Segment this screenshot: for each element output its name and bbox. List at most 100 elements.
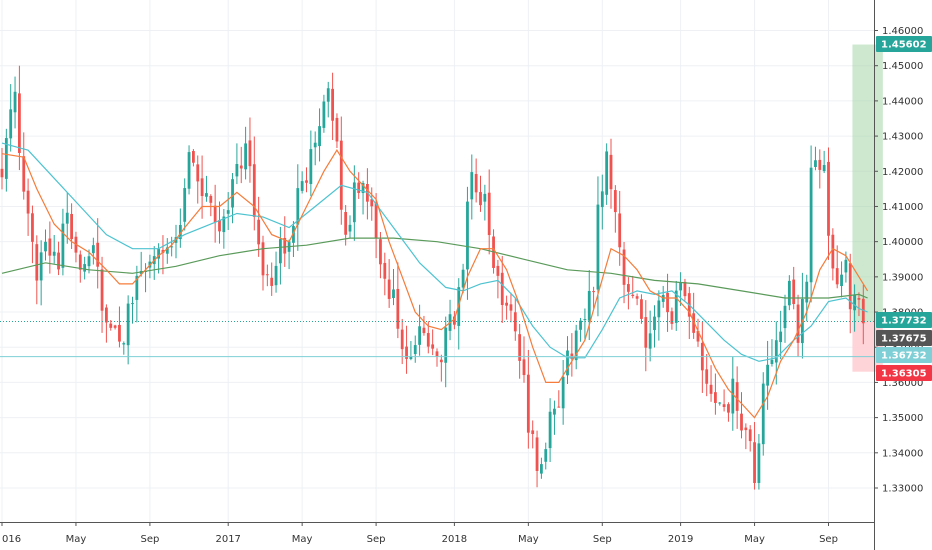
candle-body bbox=[170, 246, 174, 248]
x-tick-label: Sep bbox=[367, 534, 386, 545]
candle-body bbox=[479, 192, 482, 206]
candle-body bbox=[435, 351, 439, 357]
candle-body bbox=[470, 172, 474, 200]
candle-body bbox=[192, 151, 195, 163]
candle-body bbox=[300, 181, 304, 191]
candle-body bbox=[222, 216, 226, 233]
y-tick-label: 1.42000 bbox=[882, 167, 923, 178]
stop-zone bbox=[852, 321, 883, 372]
candle-body bbox=[400, 329, 404, 350]
candle-body bbox=[831, 234, 835, 269]
candle-body bbox=[26, 190, 30, 214]
candle-body bbox=[487, 192, 491, 236]
candle-body bbox=[474, 174, 478, 193]
ema-short-line bbox=[1, 149, 869, 419]
candle-body bbox=[522, 359, 526, 376]
price-badge bbox=[876, 312, 932, 328]
candle-body bbox=[627, 284, 630, 292]
moving-averages bbox=[1, 142, 869, 419]
price-badge bbox=[876, 365, 932, 381]
candle-body bbox=[827, 161, 830, 236]
candle-body bbox=[105, 307, 108, 323]
x-tick-label: May bbox=[518, 534, 539, 545]
y-tick-label: 1.33000 bbox=[882, 484, 923, 495]
candle-body bbox=[805, 281, 809, 303]
candle-body bbox=[861, 298, 865, 324]
y-tick-label: 1.40000 bbox=[882, 237, 923, 248]
candle-body bbox=[753, 442, 756, 483]
candle-body bbox=[757, 443, 761, 483]
candle-body bbox=[326, 88, 330, 102]
candle-body bbox=[513, 312, 517, 332]
candle-body bbox=[331, 88, 334, 121]
candle-body bbox=[274, 265, 278, 286]
candle-body bbox=[48, 238, 52, 256]
candle-body bbox=[631, 294, 635, 296]
x-tick-label: May bbox=[66, 534, 87, 545]
candle-body bbox=[640, 299, 643, 319]
candle-body bbox=[796, 304, 800, 343]
candle-body bbox=[505, 302, 508, 306]
candle-body bbox=[87, 256, 91, 267]
candle-body bbox=[566, 350, 569, 376]
candle-body bbox=[387, 279, 391, 299]
candle-body bbox=[818, 159, 822, 170]
x-tick-label: 016 bbox=[2, 534, 21, 545]
candle-body bbox=[692, 313, 696, 333]
candle-body bbox=[352, 182, 356, 223]
candle-body bbox=[792, 279, 796, 305]
x-tick-label: 2017 bbox=[215, 534, 240, 545]
y-tick-label: 1.45000 bbox=[882, 61, 923, 72]
candle-body bbox=[835, 268, 839, 285]
y-tick-label: 1.46000 bbox=[882, 26, 923, 37]
candle-body bbox=[361, 182, 365, 194]
candle-body bbox=[78, 254, 82, 270]
candle-body bbox=[35, 244, 39, 281]
candle-body bbox=[439, 359, 443, 363]
y-tick-label: 1.43000 bbox=[882, 132, 923, 143]
candle-body bbox=[196, 164, 200, 182]
candle-body bbox=[0, 168, 4, 178]
candle-body bbox=[574, 330, 578, 361]
candle-body bbox=[592, 291, 595, 293]
candle-body bbox=[4, 138, 8, 179]
candle-body bbox=[814, 160, 817, 167]
candle-body bbox=[109, 323, 113, 328]
candle-body bbox=[500, 272, 504, 306]
candle-body bbox=[348, 224, 352, 232]
candle-body bbox=[257, 219, 261, 245]
x-tick-label: Sep bbox=[140, 534, 159, 545]
y-tick-label: 1.44000 bbox=[882, 96, 923, 107]
candle-body bbox=[740, 413, 743, 431]
candle-body bbox=[235, 163, 239, 177]
candle-body bbox=[483, 193, 487, 202]
candle-body bbox=[540, 464, 543, 474]
x-tick-label: Sep bbox=[593, 534, 612, 545]
candle-body bbox=[466, 201, 469, 270]
candle-body bbox=[509, 304, 513, 311]
horizontal-price-lines bbox=[0, 320, 874, 358]
candle-body bbox=[727, 404, 730, 413]
candle-body bbox=[561, 376, 565, 409]
candle-body bbox=[496, 265, 500, 276]
candle-body bbox=[709, 384, 713, 394]
candle-body bbox=[18, 93, 21, 153]
candle-body bbox=[244, 143, 247, 170]
candle-body bbox=[653, 316, 656, 331]
price-badge-label: 1.37732 bbox=[881, 316, 927, 327]
price-badge-label: 1.45602 bbox=[881, 40, 927, 51]
candle-body bbox=[770, 359, 774, 365]
candle-body bbox=[722, 404, 726, 408]
candle-body bbox=[283, 237, 287, 254]
candle-body bbox=[444, 327, 448, 363]
candle-body bbox=[270, 277, 274, 286]
candle-body bbox=[318, 126, 321, 147]
candles bbox=[0, 65, 865, 490]
candle-body bbox=[531, 430, 535, 435]
candle-body bbox=[696, 330, 700, 342]
candle-body bbox=[39, 252, 43, 281]
candle-body bbox=[644, 317, 648, 348]
candle-body bbox=[548, 411, 552, 449]
candle-body bbox=[205, 193, 208, 197]
